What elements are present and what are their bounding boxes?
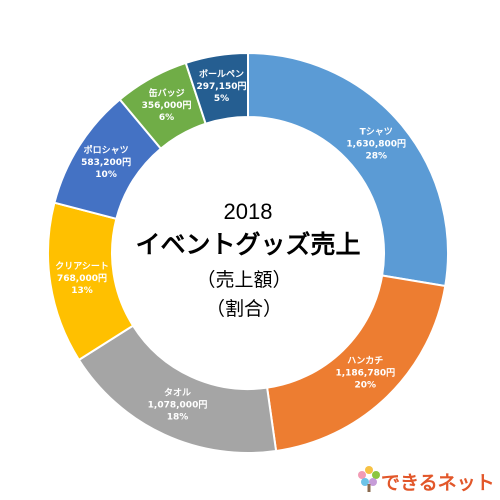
slice-label-6: ボールペン 297,150円 5%: [197, 68, 247, 104]
logo: できるネット: [358, 466, 495, 494]
logo-text: できるネット: [381, 472, 495, 494]
chart-title: 2018: [224, 199, 273, 224]
slice-name: クリアシート: [55, 261, 109, 272]
tree-logo-icon: [358, 466, 380, 492]
note-sales-amount: （売上額）: [196, 269, 291, 291]
slice-label-3: クリアシート 768,000円 13%: [55, 261, 109, 296]
slice-value: 1,078,000円: [148, 399, 208, 410]
slice-label-5: 缶バッジ 356,000円 6%: [142, 87, 192, 123]
slice-name: タオル: [164, 386, 191, 398]
slice-value: 583,200円: [81, 157, 131, 168]
slice-value: 1,186,780円: [335, 367, 395, 378]
slice-label-1: ハンカチ 1,186,780円 20%: [335, 355, 395, 390]
slice-percent: 18%: [167, 412, 189, 422]
slice-value: 1,630,800円: [346, 138, 406, 149]
slice-0: [247, 51, 449, 288]
slice-6: [184, 51, 249, 126]
slice-percent: 13%: [71, 286, 93, 296]
slice-percent: 28%: [365, 151, 387, 161]
slice-name: ポロシャツ: [84, 144, 129, 156]
slice-label-0: Tシャツ 1,630,800円 28%: [346, 126, 406, 161]
slice-label-4: ポロシャツ 583,200円 10%: [81, 144, 131, 180]
chart-subtitle: イベントグッズ売上: [135, 230, 360, 259]
slice-percent: 6%: [159, 113, 174, 123]
slice-value: 768,000円: [57, 273, 107, 284]
slice-percent: 20%: [355, 380, 377, 390]
slice-name: Tシャツ: [360, 126, 393, 137]
slice-name: ハンカチ: [347, 355, 383, 366]
slices-group: [47, 51, 449, 454]
center-text: 2018 イベントグッズ売上 （売上額） （割合）: [135, 199, 360, 320]
slice-value: 297,150円: [197, 81, 247, 92]
slice-percent: 10%: [95, 170, 117, 180]
labels-group: Tシャツ 1,630,800円 28% ハンカチ 1,186,780円 20% タオル 1,0…: [55, 68, 406, 422]
note-share: （割合）: [206, 298, 282, 320]
slice-label-2: タオル 1,078,000円 18%: [148, 386, 208, 422]
slice-name: 缶バッジ: [149, 87, 185, 99]
slice-percent: 5%: [214, 94, 229, 104]
slice-value: 356,000円: [142, 100, 192, 111]
slice-name: ボールペン: [199, 68, 244, 80]
